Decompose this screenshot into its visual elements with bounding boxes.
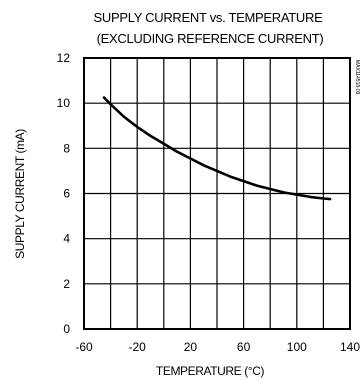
y-tick-label: 6 — [63, 187, 70, 201]
y-axis-label: SUPPLY CURRENT (mA) — [13, 129, 27, 259]
y-tick-label: 12 — [57, 51, 71, 65]
y-tick-label: 0 — [63, 322, 70, 336]
y-tick-labels: 0 2 4 6 8 10 12 — [57, 51, 71, 336]
chart-title: SUPPLY CURRENT vs. TEMPERATURE — [94, 10, 324, 25]
series-line-supply-current — [102, 96, 332, 201]
x-tick-label: -20 — [129, 340, 147, 354]
x-tick-labels: -60 -20 20 60 100 140 — [75, 340, 360, 354]
chart-subtitle: (EXCLUDING REFERENCE CURRENT) — [97, 31, 324, 46]
y-tick-label: 4 — [63, 232, 70, 246]
x-axis-label: TEMPERATURE (°C) — [156, 364, 265, 378]
x-tick-label: -60 — [75, 340, 93, 354]
x-tick-label: 140 — [340, 340, 360, 354]
y-tick-label: 2 — [63, 277, 70, 291]
x-tick-label: 100 — [287, 340, 307, 354]
y-tick-label: 10 — [57, 96, 71, 110]
plot-frame — [83, 57, 351, 330]
side-code: MAX114518-09 — [354, 60, 360, 95]
x-tick-label: 20 — [184, 340, 198, 354]
grid — [83, 57, 351, 330]
y-tick-label: 8 — [63, 141, 70, 155]
x-tick-label: 60 — [237, 340, 251, 354]
